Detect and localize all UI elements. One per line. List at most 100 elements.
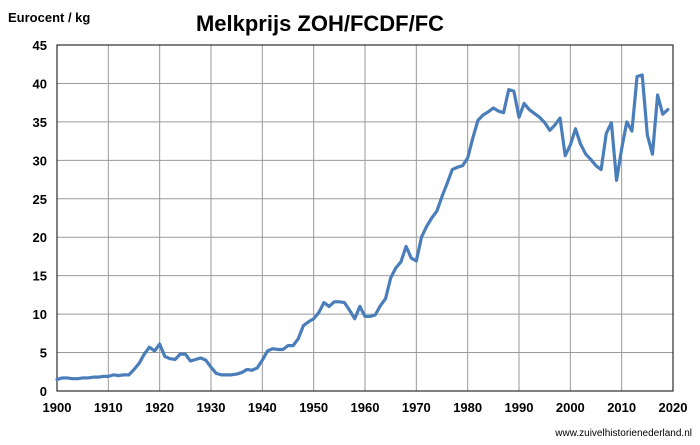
data-point xyxy=(204,359,208,362)
x-tick-label: 2000 xyxy=(556,400,585,415)
x-tick-label: 1950 xyxy=(299,400,328,415)
data-point xyxy=(374,313,377,317)
data-point xyxy=(641,73,644,77)
data-point xyxy=(528,108,531,111)
data-point xyxy=(605,132,608,135)
data-point xyxy=(569,143,572,147)
x-tick-label: 1960 xyxy=(351,400,380,415)
data-point xyxy=(363,315,367,318)
data-point xyxy=(281,348,285,351)
data-point xyxy=(86,376,90,380)
x-tick-label: 1980 xyxy=(453,400,482,415)
y-tick-label: 45 xyxy=(33,38,47,53)
data-point xyxy=(358,305,362,308)
data-point xyxy=(497,109,500,113)
data-point xyxy=(297,337,300,340)
data-point xyxy=(235,372,238,376)
y-tick-label: 0 xyxy=(40,384,47,399)
y-tick-label: 5 xyxy=(40,346,47,361)
data-point xyxy=(502,111,505,114)
data-point xyxy=(548,129,551,132)
data-point xyxy=(102,375,105,378)
data-point xyxy=(179,352,182,356)
data-point xyxy=(338,300,341,304)
data-point xyxy=(656,93,659,97)
data-point xyxy=(214,372,218,375)
data-point xyxy=(492,106,495,110)
x-tick-labels: 1900 1910 1920 1930 1940 1950 1960 1970 1980 1990… xyxy=(43,400,688,415)
data-point xyxy=(517,116,521,119)
x-tick-label: 1900 xyxy=(43,400,72,415)
data-point xyxy=(594,164,598,167)
y-tick-label: 25 xyxy=(33,192,47,207)
y-axis-label: Eurocent / kg xyxy=(8,10,90,25)
data-point xyxy=(266,349,269,353)
data-point xyxy=(261,359,264,362)
data-point xyxy=(481,113,485,117)
data-point xyxy=(96,375,100,379)
data-point xyxy=(456,166,459,169)
data-point xyxy=(81,376,84,380)
data-point xyxy=(589,158,593,161)
data-point xyxy=(256,366,259,370)
data-point xyxy=(394,266,397,270)
data-point xyxy=(184,352,187,356)
data-point xyxy=(158,342,161,346)
series-line-melkprijs xyxy=(55,73,670,382)
data-point xyxy=(250,369,254,372)
data-point xyxy=(55,378,59,381)
data-point xyxy=(522,102,526,105)
data-point xyxy=(137,362,141,365)
y-tick-label: 20 xyxy=(33,230,47,245)
data-point xyxy=(533,112,536,115)
data-point xyxy=(615,179,618,182)
data-point xyxy=(399,260,403,264)
data-points xyxy=(55,73,670,381)
data-point xyxy=(476,119,480,122)
data-point xyxy=(91,375,95,379)
data-point xyxy=(143,352,146,356)
source-text: www.zuivelhistorienederland.nl xyxy=(554,428,692,439)
data-point xyxy=(651,152,654,156)
data-point xyxy=(666,108,670,111)
data-point xyxy=(558,116,562,120)
data-point xyxy=(538,116,541,119)
data-point xyxy=(420,236,423,239)
x-tick-label: 1940 xyxy=(248,400,277,415)
data-point xyxy=(389,276,392,280)
data-point xyxy=(122,373,125,377)
y-tick-labels: 0 5 10 15 20 25 30 35 40 45 xyxy=(33,38,47,399)
data-point xyxy=(410,256,413,260)
data-point xyxy=(620,147,623,150)
y-tick-label: 10 xyxy=(33,307,47,322)
data-point xyxy=(327,305,331,308)
y-tick-label: 35 xyxy=(33,115,47,130)
data-point xyxy=(322,301,326,304)
data-point xyxy=(220,373,223,377)
data-point xyxy=(368,315,372,318)
data-point xyxy=(245,368,249,371)
data-point xyxy=(445,182,449,185)
data-point xyxy=(471,136,474,140)
data-point xyxy=(240,371,243,374)
data-point xyxy=(574,127,577,131)
data-point xyxy=(584,152,587,156)
data-point xyxy=(291,344,295,347)
data-point xyxy=(630,129,634,133)
data-point xyxy=(173,358,177,361)
data-point xyxy=(579,142,582,146)
data-point xyxy=(209,365,213,369)
data-point xyxy=(512,89,516,93)
data-point xyxy=(440,195,444,198)
data-point xyxy=(379,304,382,307)
data-point xyxy=(71,377,74,380)
data-point xyxy=(451,168,454,171)
data-point xyxy=(646,133,649,137)
data-point xyxy=(276,348,279,351)
data-point xyxy=(225,373,228,377)
data-point xyxy=(112,373,115,377)
data-point xyxy=(466,156,469,160)
data-point xyxy=(425,225,428,228)
data-point xyxy=(348,309,351,312)
